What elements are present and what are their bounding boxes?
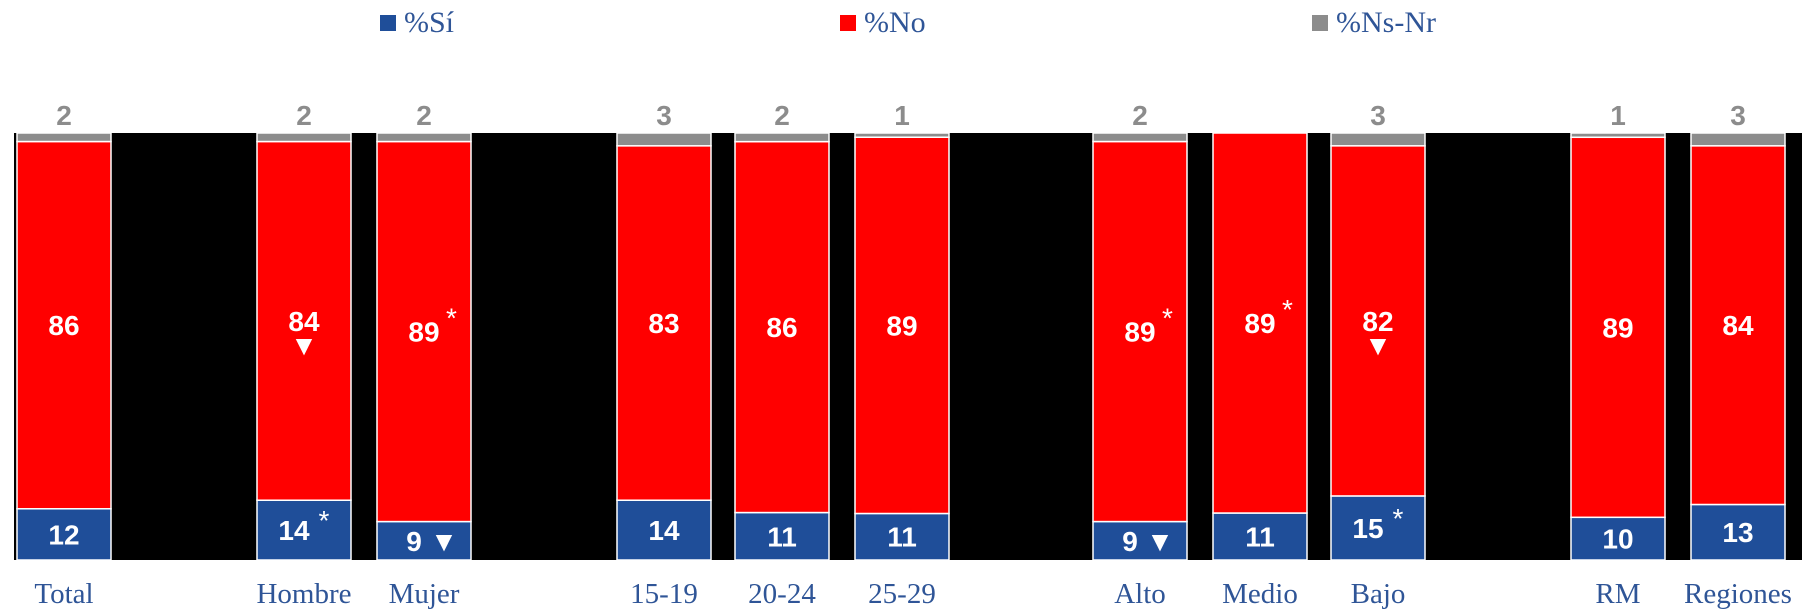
- bar-no-1: [256, 140, 352, 501]
- category-label-9: RM: [1595, 578, 1640, 610]
- label-no-6: 89: [1124, 317, 1155, 348]
- category-label-8: Bajo: [1351, 578, 1406, 610]
- legend-label-si: %Sí: [404, 6, 455, 39]
- bar-nsnr-1: [256, 132, 352, 143]
- bar-no-5: [854, 136, 950, 515]
- mark-no-2: *: [446, 303, 457, 334]
- bar-si-1: [256, 499, 352, 561]
- label-si-2: 9: [406, 526, 422, 557]
- mark-no-7: *: [1282, 294, 1293, 325]
- label-si-9: 10: [1602, 524, 1633, 555]
- category-label-0: Total: [34, 578, 93, 610]
- category-label-10: Regiones: [1684, 578, 1792, 610]
- bar-nsnr-8: [1330, 132, 1426, 147]
- category-label-6: Alto: [1114, 578, 1166, 610]
- category-label-1: Hombre: [256, 578, 351, 610]
- label-nsnr-6: 2: [1132, 100, 1148, 131]
- category-label-7: Medio: [1222, 578, 1298, 610]
- label-nsnr-2: 2: [416, 100, 432, 131]
- label-no-4: 86: [766, 312, 797, 343]
- label-no-7: 89: [1244, 308, 1275, 339]
- bar-si-0: [16, 508, 112, 561]
- mark-si-8: *: [1393, 503, 1404, 534]
- bar-nsnr-0: [16, 132, 112, 143]
- bar-si-4: [734, 511, 830, 561]
- bar-si-2: [376, 520, 472, 561]
- label-nsnr-9: 1: [1610, 100, 1626, 131]
- mark-no-6: *: [1162, 303, 1173, 334]
- label-nsnr-1: 2: [296, 100, 312, 131]
- label-nsnr-8: 3: [1370, 100, 1386, 131]
- bar-no-6: [1092, 140, 1188, 523]
- label-si-4: 11: [767, 521, 797, 552]
- legend-swatch-no: [840, 15, 856, 31]
- legend-item-si: %Sí: [380, 6, 454, 40]
- label-si-0: 12: [48, 519, 79, 550]
- label-no-1: 84: [288, 306, 320, 337]
- bar-si-8: [1330, 495, 1426, 561]
- category-label-5: 25-29: [868, 578, 936, 610]
- category-label-2: Mujer: [389, 578, 460, 610]
- label-nsnr-10: 3: [1730, 100, 1746, 131]
- label-no-8: 82: [1362, 306, 1393, 337]
- bar-no-3: [616, 145, 712, 501]
- legend-item-nsnr: %Ns-Nr: [1312, 6, 1436, 40]
- label-no-9: 89: [1602, 312, 1633, 343]
- label-si-6: 9: [1122, 526, 1138, 557]
- legend-item-no: %No: [840, 6, 926, 40]
- label-si-8: 15: [1352, 513, 1383, 544]
- legend-swatch-si: [380, 15, 396, 31]
- bar-nsnr-10: [1690, 132, 1786, 147]
- label-si-5: 11: [887, 522, 917, 553]
- mark-si-6: ▼: [1146, 526, 1174, 557]
- bar-si-9: [1570, 516, 1666, 561]
- label-no-2: 89: [408, 317, 439, 348]
- bar-no-10: [1690, 145, 1786, 506]
- bar-no-8: [1330, 145, 1426, 497]
- legend-label-no: %No: [864, 6, 926, 39]
- category-label-3: 15-19: [630, 578, 698, 610]
- label-si-3: 14: [648, 515, 680, 546]
- label-no-0: 86: [48, 310, 79, 341]
- legend: %Sí %No %Ns-Nr: [0, 6, 1802, 46]
- bar-no-9: [1570, 136, 1666, 519]
- bar-si-6: [1092, 520, 1188, 561]
- bar-nsnr-4: [734, 132, 830, 143]
- legend-label-nsnr: %Ns-Nr: [1336, 6, 1436, 39]
- bar-no-7: [1212, 132, 1308, 514]
- bar-nsnr-2: [376, 132, 472, 143]
- bar-no-2: [376, 140, 472, 523]
- mark-si-1: *: [319, 505, 330, 536]
- mark-no-1: ▼: [290, 330, 318, 361]
- bar-nsnr-3: [616, 132, 712, 147]
- bar-si-3: [616, 499, 712, 561]
- label-nsnr-4: 2: [774, 100, 790, 131]
- bar-no-4: [734, 140, 830, 514]
- label-nsnr-3: 3: [656, 100, 672, 131]
- label-si-7: 11: [1245, 522, 1275, 553]
- label-nsnr-5: 1: [894, 100, 910, 131]
- label-no-5: 89: [886, 310, 917, 341]
- bar-si-7: [1212, 512, 1308, 561]
- label-si-10: 13: [1722, 517, 1753, 548]
- category-label-4: 20-24: [748, 578, 816, 610]
- bar-nsnr-9: [1570, 132, 1666, 139]
- bar-si-5: [854, 512, 950, 561]
- mark-no-8: ▼: [1364, 330, 1392, 361]
- legend-swatch-nsnr: [1312, 15, 1328, 31]
- label-nsnr-0: 2: [56, 100, 72, 131]
- mark-si-2: ▼: [430, 526, 458, 557]
- label-no-10: 84: [1722, 310, 1754, 341]
- bar-nsnr-5: [854, 132, 950, 138]
- label-no-3: 83: [648, 308, 679, 339]
- label-si-1: 14: [278, 515, 310, 546]
- bar-nsnr-6: [1092, 132, 1188, 143]
- bar-no-0: [16, 140, 112, 510]
